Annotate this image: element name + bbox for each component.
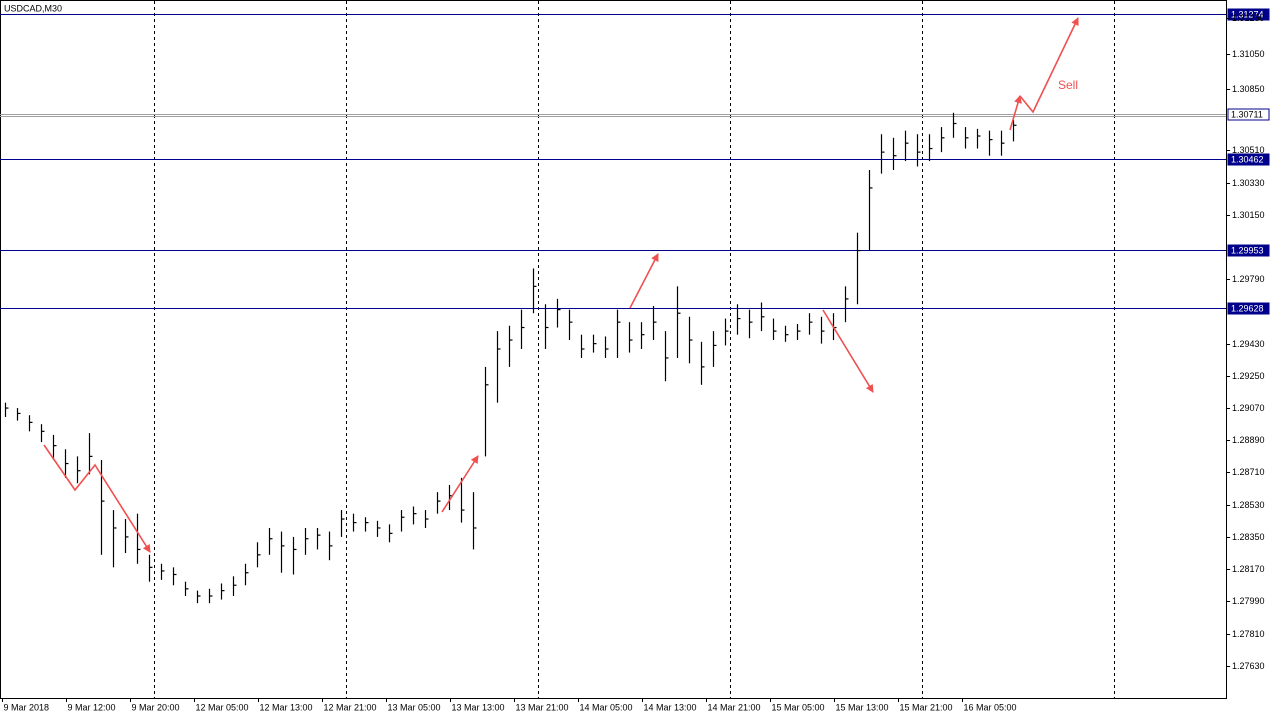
levels: 1.31274 1.30711 1.30462 1.29953 1.29628 (0, 8, 1270, 315)
y-tick-label: 1.29790 (1232, 274, 1265, 284)
price-tag-label: 1.29628 (1231, 303, 1264, 313)
x-tick-label: 14 Mar 05:00 (580, 702, 633, 712)
price-tag-label: 1.30711 (1231, 109, 1263, 119)
annotation: Sell (1058, 78, 1078, 92)
price-tag (1227, 8, 1270, 21)
price-tag (1227, 302, 1270, 315)
y-tick-label: 1.28530 (1232, 500, 1265, 510)
y-tick-label: 1.28890 (1232, 435, 1265, 445)
y-tick-label: 1.30330 (1232, 178, 1265, 188)
y-tick-label: 1.29430 (1232, 339, 1265, 349)
axes: 1.31250 1.31050 1.30850 1.30510 1.30330 1.301… (2, 13, 1265, 712)
plot-frame (0, 0, 1227, 699)
y-tick-label: 1.31250 (1232, 13, 1265, 23)
bars (4, 112, 1017, 604)
x-tick-label: 16 Mar 05:00 (964, 702, 1017, 712)
y-tick-label: 1.27990 (1232, 596, 1265, 606)
y-tick-label: 1.27810 (1232, 629, 1265, 639)
price-tag-label: 1.29953 (1231, 245, 1264, 255)
x-tick-label: 15 Mar 13:00 (836, 702, 889, 712)
price-tag (1227, 153, 1270, 166)
y-tick-label: 1.28170 (1232, 564, 1265, 574)
x-tick-label: 9 Mar 2018 (4, 702, 50, 712)
x-tick-label: 13 Mar 05:00 (388, 702, 441, 712)
x-tick-label: 12 Mar 05:00 (196, 702, 249, 712)
x-tick-label: 13 Mar 13:00 (452, 702, 505, 712)
x-tick-label: 12 Mar 13:00 (260, 702, 313, 712)
x-tick-label: 15 Mar 05:00 (772, 702, 825, 712)
x-tick-label: 14 Mar 21:00 (708, 702, 761, 712)
y-tick-label: 1.30510 (1232, 145, 1265, 155)
y-tick-label: 1.30150 (1232, 210, 1265, 220)
x-tick-label: 12 Mar 21:00 (324, 702, 377, 712)
x-tick-label: 13 Mar 21:00 (516, 702, 569, 712)
chart-title: USDCAD,M30 (4, 3, 62, 13)
arrows (43, 17, 1079, 553)
y-tick-label: 1.29250 (1232, 371, 1265, 381)
y-tick-label: 1.29070 (1232, 403, 1265, 413)
price-tag-label: 1.30462 (1231, 154, 1264, 164)
y-tick-label: 1.28350 (1232, 532, 1265, 542)
y-tick-label: 1.27630 (1232, 661, 1265, 671)
x-tick-label: 9 Mar 12:00 (68, 702, 116, 712)
y-tick-label: 1.28710 (1232, 467, 1265, 477)
day-separators (154, 1, 1115, 698)
price-tag-label: 1.31274 (1231, 9, 1264, 19)
x-tick-label: 15 Mar 21:00 (900, 702, 953, 712)
y-tick-label: 1.31050 (1232, 49, 1265, 59)
x-tick-label: 9 Mar 20:00 (132, 702, 180, 712)
x-tick-label: 14 Mar 13:00 (644, 702, 697, 712)
price-tag (1227, 108, 1270, 121)
price-tag (1227, 244, 1270, 257)
y-tick-label: 1.30850 (1232, 84, 1265, 94)
